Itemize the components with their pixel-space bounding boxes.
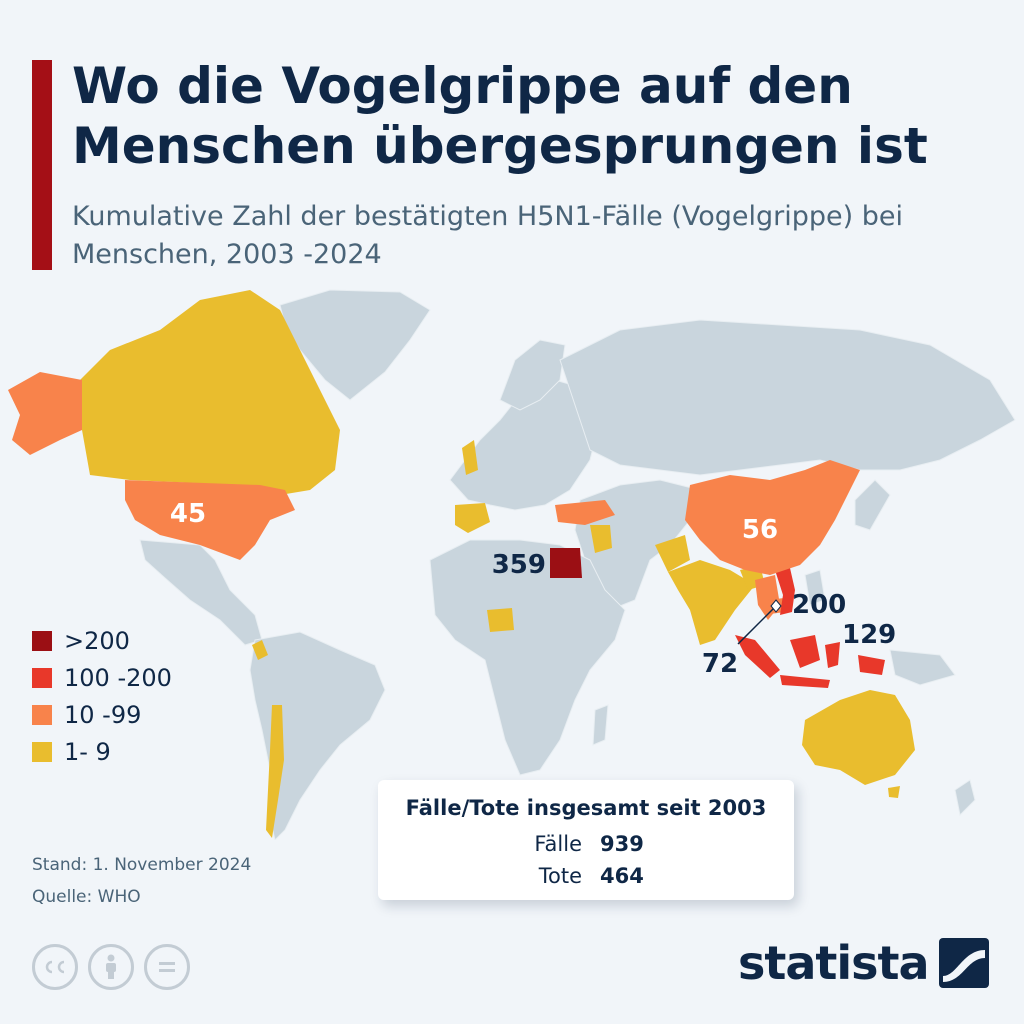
legend-swatch (32, 741, 52, 762)
legend-label: 1- 9 (64, 737, 111, 766)
legend-label: >200 (64, 626, 130, 655)
page-title: Wo die Vogelgrippe auf den Menschen über… (72, 57, 928, 175)
chile (266, 705, 284, 838)
legend-label: 100 -200 (64, 663, 172, 692)
map-label-indonesia: 129 (842, 620, 896, 650)
mexico-central-america (139, 539, 263, 646)
philippines (804, 569, 826, 606)
statista-mark-icon (938, 938, 989, 988)
deaths-label: Tote (538, 864, 582, 888)
pakistan (655, 535, 690, 572)
nigeria (487, 608, 514, 632)
canada (80, 290, 340, 495)
map-label-egypt: 359 (492, 550, 546, 580)
license-icons (32, 944, 190, 990)
cases-value: 939 (600, 832, 644, 856)
map-label-usa: 45 (170, 499, 206, 529)
map-label-china: 56 (742, 515, 778, 545)
brand-text: statista (738, 936, 930, 990)
indonesia-sulawesi (825, 642, 840, 668)
south-america (249, 631, 386, 840)
legend-item-1-9: 1- 9 (32, 733, 172, 770)
legend-swatch (32, 630, 52, 651)
map-label-vietnam: 200 (792, 590, 846, 620)
legend-label: 10 -99 (64, 700, 142, 729)
iraq (590, 525, 612, 553)
indonesia-sumatra (735, 635, 780, 678)
uk (462, 440, 478, 475)
madagascar (592, 704, 609, 746)
totals-box: Fälle/Tote insgesamt seit 2003 Fälle 939… (378, 780, 794, 900)
africa (429, 539, 626, 776)
turkey (555, 500, 615, 525)
vietnam (775, 568, 795, 615)
stand-date: Stand: 1. November 2024 (32, 855, 252, 875)
legend-item-gt200: >200 (32, 622, 172, 659)
china (685, 460, 860, 575)
new-guinea (889, 649, 956, 686)
cases-label: Fälle (534, 832, 582, 856)
russia (559, 319, 1016, 476)
thailand (755, 575, 780, 620)
source: Quelle: WHO (32, 887, 141, 907)
new-zealand (954, 779, 976, 817)
page-subtitle: Kumulative Zahl der bestätigten H5N1-Fäl… (72, 201, 904, 270)
legend-swatch (32, 704, 52, 725)
ecuador (252, 640, 268, 660)
deaths-value: 464 (600, 864, 644, 888)
statista-logo[interactable]: statista (738, 936, 989, 990)
tasmania (888, 786, 900, 798)
indonesia-borneo (790, 635, 820, 668)
no-derivatives-icon[interactable] (144, 944, 190, 990)
totals-title: Fälle/Tote insgesamt seit 2003 (405, 796, 767, 820)
indonesia-papua (858, 655, 885, 675)
world-map: 45 56 359 200 129 72 (8, 289, 1016, 840)
india (668, 560, 755, 645)
legend-swatch (32, 667, 52, 688)
indonesia-java (780, 675, 830, 688)
legend: >200 100 -200 10 -99 1- 9 (32, 622, 172, 770)
legend-item-10-99: 10 -99 (32, 696, 172, 733)
map-label-cambodia: 72 (702, 649, 738, 679)
accent-bar (32, 60, 52, 270)
legend-item-100-200: 100 -200 (32, 659, 172, 696)
japan (854, 479, 891, 531)
spain (455, 503, 490, 533)
attribution-icon[interactable] (88, 944, 134, 990)
egypt (550, 548, 582, 578)
cc-icon[interactable] (32, 944, 78, 990)
australia (802, 690, 915, 785)
usa (125, 480, 295, 560)
alaska (8, 372, 82, 455)
